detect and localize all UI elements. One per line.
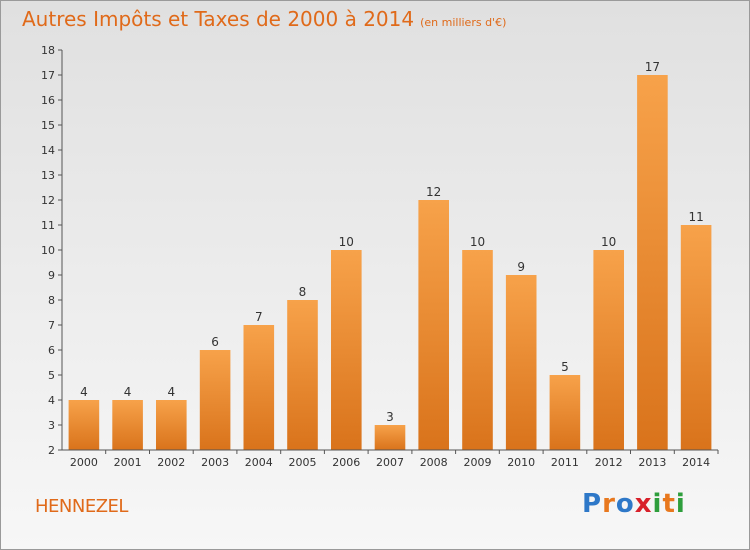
logo-letter: P [582,489,603,519]
commune-name: HENNEZEL [35,496,128,517]
bar-value-label: 4 [124,385,132,399]
chart-title-text: Autres Impôts et Taxes de 2000 à 2014 [22,7,415,31]
bar-value-label: 6 [211,335,219,349]
bar-value-label: 4 [80,385,88,399]
x-tick-label: 2006 [332,456,360,469]
y-tick-label: 18 [41,44,55,57]
bar-2009 [462,250,493,450]
x-tick-label: 2011 [551,456,579,469]
bar-series: 4 4 4 6 7 8 10 3 12 10 9 5 10 17 11 [68,60,712,450]
logo-letter: t [662,489,676,519]
y-tick-label: 4 [48,394,55,407]
bar-2010 [505,275,537,450]
y-tick-label: 15 [41,119,55,132]
x-tick-label: 2005 [289,456,317,469]
y-tick-label: 10 [41,244,55,257]
bar-2007 [374,425,406,450]
x-tick-label: 2004 [245,456,273,469]
x-tick-label: 2010 [507,456,535,469]
bar-value-label: 5 [561,360,569,374]
y-tick-label: 13 [41,169,55,182]
bar-2008 [418,200,449,450]
bar-2012 [593,250,624,450]
bar-value-label: 7 [255,310,263,324]
y-tick-label: 12 [41,194,55,207]
y-tick-label: 11 [41,219,55,232]
chart-title-unit: (en milliers d'€) [420,16,507,29]
x-tick-label: 2007 [376,456,404,469]
bar-2002 [156,400,187,450]
bar-value-label: 10 [339,235,354,249]
logo-letter: i [675,489,686,519]
y-tick-label: 8 [48,294,55,307]
x-tick-label: 2012 [595,456,623,469]
proxiti-logo: Proxiti [582,489,686,519]
logo-letter: r [602,489,616,519]
bar-2001 [112,400,143,450]
x-tick-label: 2008 [420,456,448,469]
bar-value-label: 9 [517,260,525,274]
y-tick-label: 2 [48,444,55,457]
y-tick-label: 5 [48,369,55,382]
bar-2005 [287,300,318,450]
logo-letter: i [652,489,663,519]
bar-value-label: 10 [470,235,485,249]
x-tick-label: 2009 [464,456,492,469]
y-tick-label: 14 [41,144,55,157]
bar-value-label: 11 [688,210,703,224]
bar-value-label: 3 [386,410,394,424]
y-tick-label: 9 [48,269,55,282]
bar-2000 [68,400,100,450]
x-tick-label: 2001 [114,456,142,469]
x-tick-label: 2000 [70,456,98,469]
bar-value-label: 12 [426,185,441,199]
bar-2013 [637,75,668,450]
chart-title: Autres Impôts et Taxes de 2000 à 2014 (en… [22,7,506,31]
bar-2011 [549,375,581,450]
y-tick-label: 6 [48,344,55,357]
x-tick-label: 2014 [682,456,710,469]
bar-2003 [199,350,231,450]
y-tick-label: 16 [41,94,55,107]
x-tick-label: 2013 [638,456,666,469]
bar-value-label: 8 [299,285,307,299]
x-tick-label: 2002 [157,456,185,469]
y-tick-label: 7 [48,319,55,332]
y-tick-label: 3 [48,419,55,432]
y-tick-label: 17 [41,69,55,82]
bar-2014 [680,225,712,450]
bar-value-label: 10 [601,235,616,249]
bar-2006 [331,250,362,450]
x-tick-label: 2003 [201,456,229,469]
axes: 2000 2001 2002 2003 2004 2005 2006 2007 2008 2009… [41,44,719,469]
bar-value-label: 4 [167,385,175,399]
bar-2004 [243,325,275,450]
bar-value-label: 17 [645,60,660,74]
logo-letter: o [615,489,635,519]
logo-letter: x [634,489,653,519]
